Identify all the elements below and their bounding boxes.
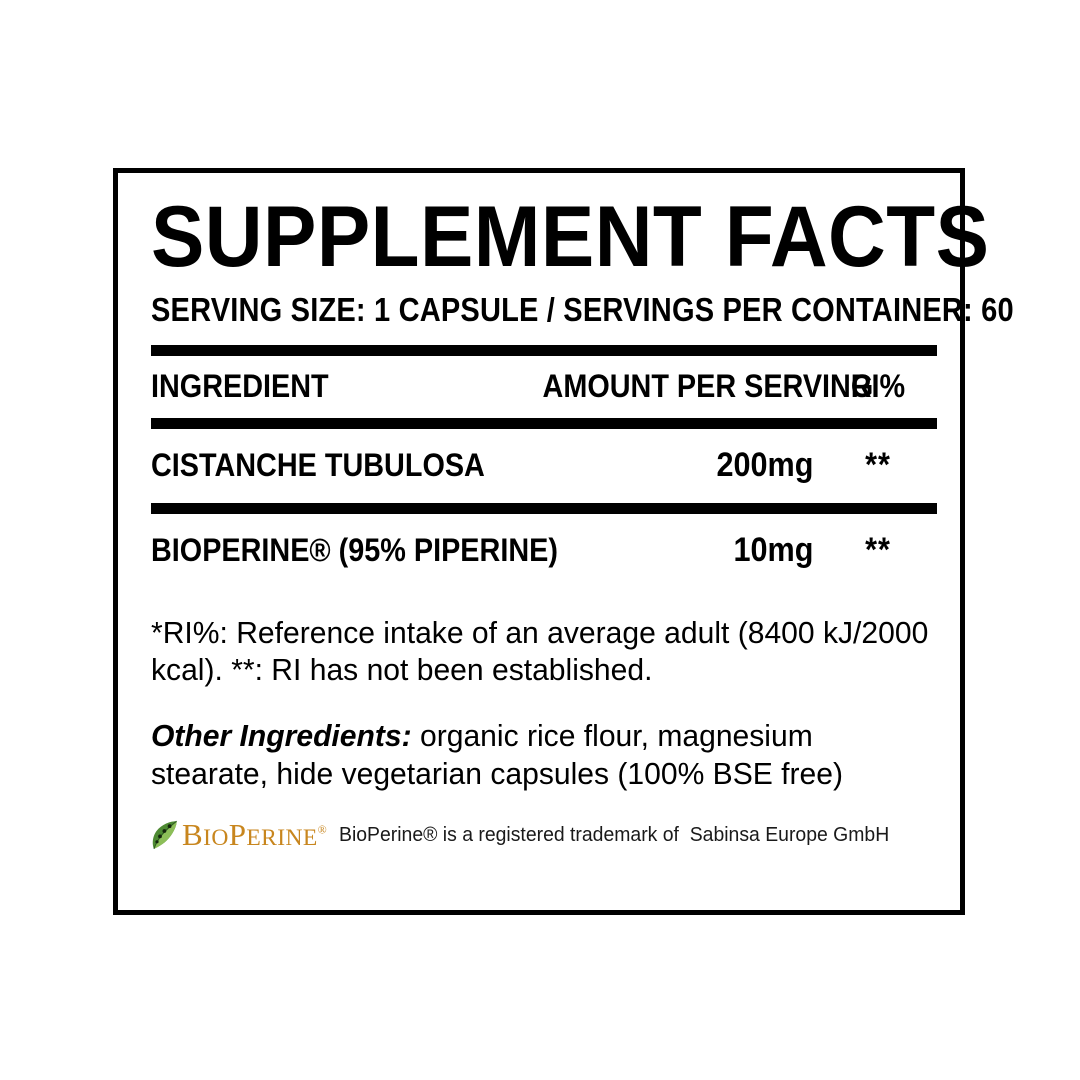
rule-between-rows [151,502,937,514]
ingredient-name: CISTANCHE TUBULOSA [151,447,485,484]
header-cell-amount: AMOUNT PER SERVING [528,356,874,418]
header-cell-ri: RI% [819,356,937,418]
bioperine-p: P [228,816,247,852]
ingredient-ri: ** [865,446,891,485]
ingredient-amount: 200mg [716,446,814,485]
bioperine-b: B [182,816,204,852]
table-row: CISTANCHE TUBULOSA 200mg ** [151,429,937,503]
ri-footnote: *RI%: Reference intake of an average adu… [151,614,929,688]
ingredient-ri: ** [865,531,891,570]
trademark-line: BIOPERINE® BioPerine® is a registered tr… [151,819,937,851]
cell-ingredient-ri: ** [819,514,937,588]
serving-size-line: SERVING SIZE: 1 CAPSULE / SERVINGS PER C… [151,290,1014,328]
bioperine-io: IO [203,824,229,851]
table-row: BIOPERINE® (95% PIPERINE) 10mg ** [151,514,937,588]
cell-ingredient-name: CISTANCHE TUBULOSA [151,429,528,503]
bioperine-wordmark: BIOPERINE® [182,819,327,851]
column-header-ingredient: INGREDIENT [151,368,329,405]
panel-content: SUPPLEMENT FACTS SERVING SIZE: 1 CAPSULE… [151,189,1014,851]
other-ingredients-label: Other Ingredients: [151,718,412,754]
other-ingredients-text: organic rice flour, magnesium stearate, … [151,718,844,792]
ingredient-amount: 10mg [733,531,814,570]
cell-ingredient-amount: 200mg [528,429,819,503]
other-ingredients: Other Ingredients: organic rice flour, m… [151,717,936,793]
column-header-amount: AMOUNT PER SERVING [542,368,874,405]
cell-ingredient-amount: 10mg [528,514,819,588]
ingredient-name: BIOPERINE® (95% PIPERINE) [151,532,558,569]
supplement-facts-row-1: CISTANCHE TUBULOSA 200mg ** [151,429,937,503]
bioperine-erine: ERINE [246,824,318,851]
rule-under-header [151,417,937,429]
header-cell-ingredient: INGREDIENT [151,356,528,418]
page-title: SUPPLEMENT FACTS [151,189,990,285]
registered-trademark-icon: ® [317,823,327,837]
table-header-row: INGREDIENT AMOUNT PER SERVING RI% [151,356,937,418]
cell-ingredient-name: BIOPERINE® (95% PIPERINE) [151,514,558,588]
bioperine-logo: BIOPERINE® [151,819,327,851]
rule-top [151,344,937,356]
column-header-ri: RI% [850,368,906,405]
trademark-notice: BioPerine® is a registered trademark of … [338,823,889,846]
supplement-facts-panel: SUPPLEMENT FACTS SERVING SIZE: 1 CAPSULE… [113,168,1014,915]
cell-ingredient-ri: ** [819,429,937,503]
supplement-facts-table: INGREDIENT AMOUNT PER SERVING RI% [151,356,937,418]
supplement-facts-row-2: BIOPERINE® (95% PIPERINE) 10mg ** [151,514,937,588]
pepper-pod-icon [152,820,177,849]
